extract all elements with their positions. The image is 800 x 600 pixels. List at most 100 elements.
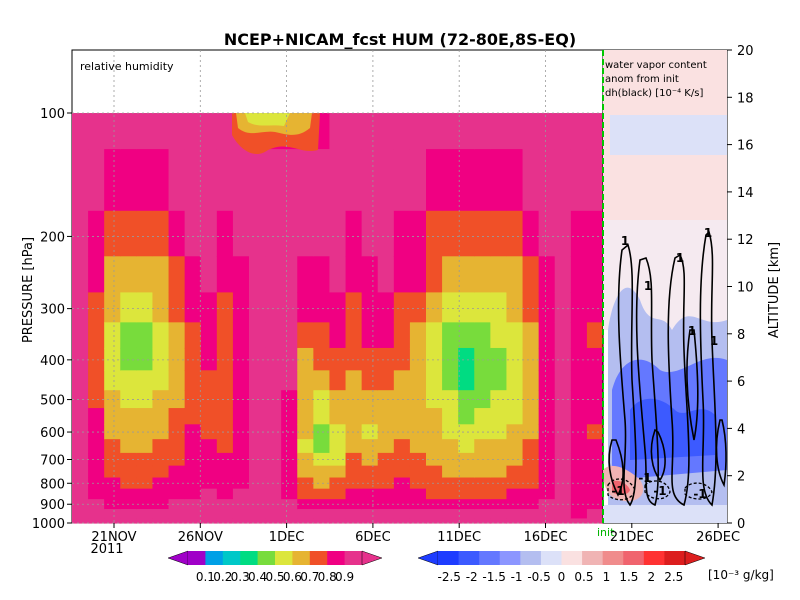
rh-cell [232,452,250,467]
rh-cell [474,509,491,520]
rh-cell [570,424,588,440]
rh-cell [522,113,540,150]
contour-label: 1 [688,324,696,338]
rh-cell [506,256,524,293]
rh-cell [426,113,443,150]
anomaly-colorbar-label: 1 [603,570,611,584]
rh-cell [474,465,491,479]
rh-cell [200,292,218,323]
anomaly-unit-label: [10⁻³ g/kg] [708,568,774,582]
rh-colorbar-swatch [205,551,224,565]
rh-cell [313,370,331,391]
rh-cell [72,322,89,349]
pressure-tick-label: 600 [40,426,65,441]
rh-cell [249,465,266,479]
rh-cell [168,370,186,391]
rh-colorbar-label: 0.1 [196,570,215,584]
rh-cell [297,370,314,391]
rh-cell [249,488,266,500]
rh-cell [184,322,202,349]
rh-cell [152,322,170,349]
rh-cell [168,113,186,150]
rh-colorbar-label: 0.8 [318,570,337,584]
rh-colorbar-swatch [240,551,259,565]
altitude-tick-label: 20 [737,44,754,59]
anomaly-colorbar-swatch [438,551,460,565]
rh-cell [393,210,411,257]
rh-cell [538,408,556,425]
rh-cell [168,322,186,349]
anomaly-colorbar-swatch [479,551,501,565]
rh-cell [538,439,556,454]
rh-cell [136,452,154,467]
rh-cell [377,408,395,425]
rh-cell [232,499,250,510]
rh-cell [490,149,508,212]
rh-cell [297,210,314,257]
rh-cell [184,149,202,212]
rh-cell [458,210,475,257]
rh-cell [361,113,379,150]
rh-cell [345,488,363,500]
anomaly-colorbar-swatch [643,551,665,565]
rh-cell [361,439,379,454]
altitude-tick-label: 6 [737,375,745,390]
rh-cell [216,370,234,391]
rh-cell [570,149,588,212]
rh-cell [458,292,475,323]
rh-cell [232,518,250,524]
rh-cell [200,113,218,150]
rh-cell [409,465,427,479]
rh-cell [88,149,105,212]
rh-cell [490,113,508,150]
rh-cell [329,292,347,323]
rh-cell [297,347,314,371]
rh-cell [184,113,202,150]
rh-cell [168,424,186,440]
rh-cell [393,509,411,520]
rh-cell [554,488,572,500]
rh-cell [554,439,572,454]
rh-cell [522,465,540,479]
relative-humidity-panel: relative humidity [71,49,604,524]
rh-cell [168,210,186,257]
rh-cell [426,477,443,490]
rh-cell [345,322,363,349]
rh-cell [216,488,234,500]
anomaly-label-line-1: water vapor content [605,60,707,71]
rh-cell [522,292,540,323]
rh-cell [152,439,170,454]
rh-cell [136,370,154,391]
rh-cell [522,488,540,500]
rh-cell [393,488,411,500]
rh-cell [120,292,137,323]
rh-cell [345,439,363,454]
rh-cell [297,439,314,454]
rh-cell [586,210,604,257]
rh-cell [200,439,218,454]
rh-cell [120,322,137,349]
altitude-axis: 0 2 4 6 8 10 12 14 16 18 20 [727,44,754,532]
rh-cell [329,149,347,212]
rh-cell [506,439,524,454]
rh-cell [538,149,556,212]
rh-cell [442,292,459,323]
rh-cell [586,439,604,454]
rh-cell [586,488,604,500]
rh-cell [200,488,218,500]
rh-cell [88,113,105,150]
rh-cell [88,424,105,440]
rh-cell [442,424,459,440]
rh-cell [474,113,491,150]
rh-cell [490,439,508,454]
rh-cell [136,465,154,479]
rh-cell [393,370,411,391]
rh-cell [104,256,121,293]
rh-cell [377,439,395,454]
rh-cell [297,322,314,349]
rh-cell [88,390,105,409]
rh-cell [506,149,524,212]
rh-cell [329,488,347,500]
rh-cell [377,370,395,391]
rh-cell [377,499,395,510]
